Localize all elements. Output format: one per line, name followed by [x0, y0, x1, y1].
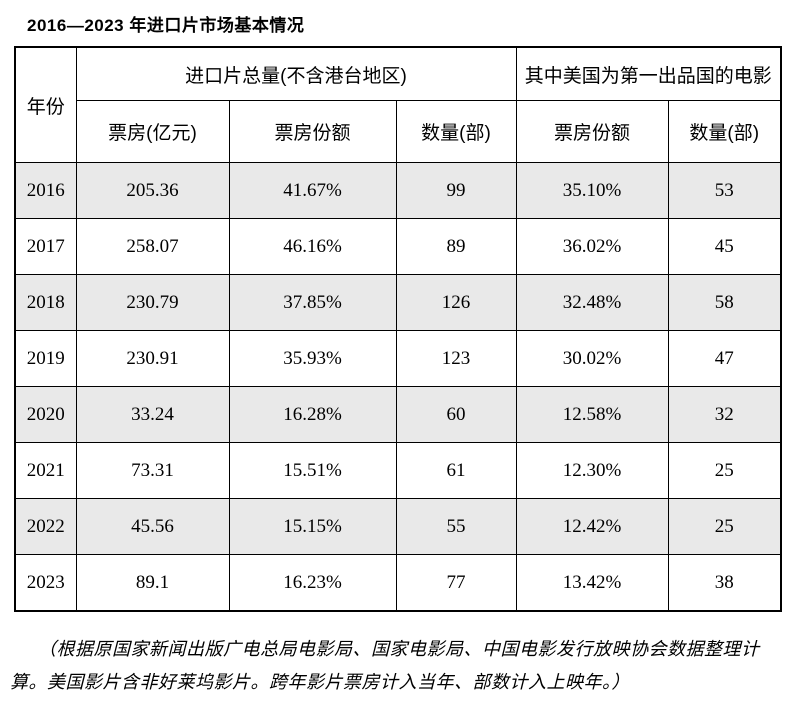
- value-cell: 41.67%: [228, 162, 397, 219]
- header-boxoffice-yuan: 票房(亿元): [75, 100, 230, 163]
- value-cell: 46.16%: [228, 218, 397, 275]
- value-cell: 15.15%: [228, 498, 397, 555]
- value-cell: 13.42%: [515, 554, 669, 612]
- table-row: 2018 230.79 37.85% 126 32.48% 58: [14, 274, 782, 331]
- table-row: 2021 73.31 15.51% 61 12.30% 25: [14, 442, 782, 499]
- value-cell: 25: [667, 498, 782, 555]
- value-cell: 25: [667, 442, 782, 499]
- year-cell: 2019: [14, 330, 77, 387]
- header-boxoffice-share: 票房份额: [228, 100, 397, 163]
- value-cell: 89.1: [75, 554, 230, 612]
- table-row: 2023 89.1 16.23% 77 13.42% 38: [14, 554, 782, 612]
- value-cell: 258.07: [75, 218, 230, 275]
- table-row: 2016 205.36 41.67% 99 35.10% 53: [14, 162, 782, 219]
- year-cell: 2016: [14, 162, 77, 219]
- value-cell: 12.42%: [515, 498, 669, 555]
- header-group-row: 年份 进口片总量(不含港台地区) 其中美国为第一出品国的电影: [14, 46, 782, 163]
- year-cell: 2017: [14, 218, 77, 275]
- header-import-total-group: 进口片总量(不含港台地区): [75, 46, 517, 101]
- import-film-table: 年份 进口片总量(不含港台地区) 其中美国为第一出品国的电影 票房(亿元) 票房…: [14, 46, 783, 612]
- value-cell: 230.79: [75, 274, 230, 331]
- value-cell: 35.10%: [515, 162, 669, 219]
- value-cell: 16.23%: [228, 554, 397, 612]
- value-cell: 16.28%: [228, 386, 397, 443]
- header-us-boxoffice-share: 票房份额: [515, 100, 669, 163]
- year-cell: 2023: [14, 554, 77, 612]
- value-cell: 99: [395, 162, 517, 219]
- value-cell: 33.24: [75, 386, 230, 443]
- header-count: 数量(部): [395, 100, 517, 163]
- value-cell: 30.02%: [515, 330, 669, 387]
- value-cell: 37.85%: [228, 274, 397, 331]
- header-sub-row: 票房(亿元) 票房份额 数量(部) 票房份额 数量(部): [15, 100, 782, 163]
- header-year: 年份: [14, 46, 77, 163]
- value-cell: 230.91: [75, 330, 230, 387]
- table-row: 2019 230.91 35.93% 123 30.02% 47: [14, 330, 782, 387]
- year-cell: 2020: [14, 386, 77, 443]
- value-cell: 45.56: [75, 498, 230, 555]
- header-us-first-group: 其中美国为第一出品国的电影: [515, 46, 782, 101]
- value-cell: 36.02%: [515, 218, 669, 275]
- value-cell: 15.51%: [228, 442, 397, 499]
- table-body: 2016 205.36 41.67% 99 35.10% 53 2017 258.07 46.1…: [14, 162, 782, 612]
- value-cell: 205.36: [75, 162, 230, 219]
- value-cell: 12.58%: [515, 386, 669, 443]
- value-cell: 60: [395, 386, 517, 443]
- value-cell: 73.31: [75, 442, 230, 499]
- year-cell: 2021: [14, 442, 77, 499]
- table-row: 2020 33.24 16.28% 60 12.58% 32: [14, 386, 782, 443]
- value-cell: 89: [395, 218, 517, 275]
- year-cell: 2018: [14, 274, 77, 331]
- value-cell: 35.93%: [228, 330, 397, 387]
- table-row: 2017 258.07 46.16% 89 36.02% 45: [14, 218, 782, 275]
- value-cell: 61: [395, 442, 517, 499]
- value-cell: 45: [667, 218, 782, 275]
- year-cell: 2022: [14, 498, 77, 555]
- value-cell: 53: [667, 162, 782, 219]
- value-cell: 47: [667, 330, 782, 387]
- value-cell: 12.30%: [515, 442, 669, 499]
- value-cell: 123: [395, 330, 517, 387]
- footnote: （根据原国家新闻出版广电总局电影局、国家电影局、中国电影发行放映协会数据整理计算…: [10, 639, 760, 692]
- value-cell: 32: [667, 386, 782, 443]
- value-cell: 55: [395, 498, 517, 555]
- header-us-count: 数量(部): [667, 100, 782, 163]
- value-cell: 38: [667, 554, 782, 612]
- value-cell: 32.48%: [515, 274, 669, 331]
- table-row: 2022 45.56 15.15% 55 12.42% 25: [14, 498, 782, 555]
- page-title: 2016—2023 年进口片市场基本情况: [27, 16, 305, 35]
- table-header: 年份 进口片总量(不含港台地区) 其中美国为第一出品国的电影 票房(亿元) 票房…: [14, 46, 782, 163]
- value-cell: 126: [395, 274, 517, 331]
- value-cell: 77: [395, 554, 517, 612]
- value-cell: 58: [667, 274, 782, 331]
